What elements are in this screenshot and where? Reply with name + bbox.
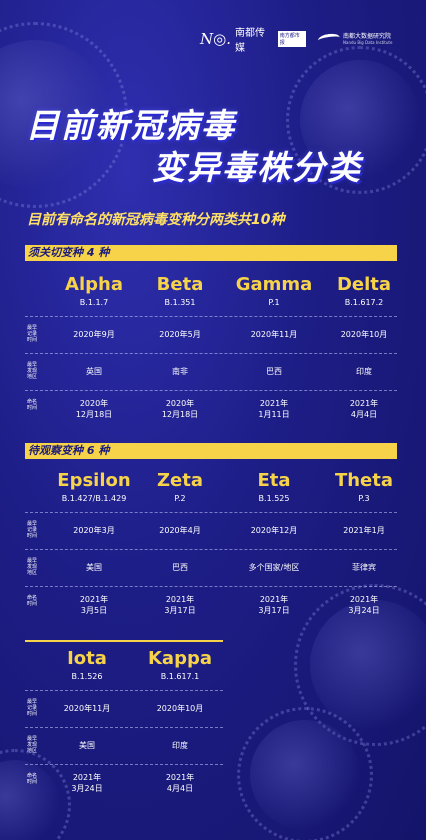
variant-name: Zeta — [156, 470, 203, 491]
variant-code: B.1.617.2 — [344, 298, 384, 307]
variant-named-year: 2021年 — [165, 595, 195, 604]
nandu-media-logo: N◎. 南都传媒 南方都市报 — [200, 28, 306, 54]
variant-named-date: 4月4日 — [350, 410, 378, 419]
variant-name: Alpha — [65, 274, 123, 295]
row-divider — [25, 690, 223, 691]
variant-first-found: 美国 — [86, 563, 102, 572]
wave-icon — [317, 32, 341, 46]
variant-named-year: 2021年 — [79, 595, 109, 604]
variant-code: B.1.617.1 — [160, 672, 200, 681]
variant-named-date: 12月18日 — [161, 410, 199, 419]
variant-code: P.3 — [358, 494, 370, 503]
variant-named-date: 3月24日 — [71, 784, 103, 793]
page-subtitle: 目前有命名的新冠病毒变种分两类共10种 — [27, 212, 285, 228]
variant-named-date: 3月17日 — [258, 606, 290, 615]
row-label-named: 命名时间 — [27, 399, 38, 411]
variant-named-year: 2021年 — [349, 399, 379, 408]
row-divider — [25, 549, 397, 550]
virus-decoration-icon — [294, 584, 426, 746]
variant-first-found: 印度 — [172, 741, 188, 750]
virus-decoration-icon — [0, 749, 71, 840]
variant-code: B.1.526 — [71, 672, 103, 681]
section-concern-header: 须关切变种 4 种 — [25, 245, 397, 261]
row-divider — [25, 764, 223, 765]
variant-named-year: 2020年 — [79, 399, 109, 408]
row-divider — [25, 353, 397, 354]
variant-name: Iota — [67, 648, 107, 669]
virus-decoration-icon — [236, 706, 374, 840]
institute-sub: Nandu Big Data Institute — [343, 40, 393, 46]
big-data-institute-logo: 南都大数据研究院 Nandu Big Data Institute — [317, 31, 404, 47]
variant-first-record: 2020年11月 — [63, 704, 111, 713]
row-label-record: 最早记录时间 — [27, 699, 38, 717]
institute-name: 南都大数据研究院 — [343, 32, 392, 40]
row-label-place: 最早发现地区 — [27, 558, 38, 576]
row-label-record: 最早记录时间 — [27, 521, 38, 539]
variant-named-year: 2021年 — [259, 595, 289, 604]
row-label-place: 最早发现地区 — [27, 736, 38, 754]
variant-name: Gamma — [235, 274, 313, 295]
variant-named-date: 12月18日 — [75, 410, 113, 419]
logo-mark: N◎. — [200, 30, 231, 48]
variant-first-record: 2020年10月 — [156, 704, 204, 713]
variant-first-found: 南非 — [172, 367, 188, 376]
variant-first-found: 巴西 — [266, 367, 282, 376]
variant-first-found: 菲律宾 — [352, 563, 376, 572]
variant-name: Kappa — [147, 648, 212, 669]
variant-name: Beta — [156, 274, 204, 295]
variant-code: P.2 — [174, 494, 186, 503]
variant-first-record: 2020年11月 — [250, 330, 298, 339]
variant-first-record: 2020年4月 — [159, 526, 201, 535]
variant-first-found: 英国 — [86, 367, 102, 376]
variant-first-record: 2020年10月 — [340, 330, 388, 339]
row-divider — [25, 586, 397, 587]
section-interest-header: 待观察变种 6 种 — [25, 443, 397, 459]
variant-first-record: 2020年5月 — [159, 330, 201, 339]
variant-named-year: 2020年 — [165, 399, 195, 408]
variant-named-date: 1月11日 — [258, 410, 290, 419]
variant-named-date: 3月5日 — [80, 606, 108, 615]
variant-name: Delta — [336, 274, 392, 295]
row-divider — [25, 512, 397, 513]
variant-code: B.1.351 — [164, 298, 196, 307]
row-label-named: 命名时间 — [27, 773, 38, 785]
row-label-record: 最早记录时间 — [27, 325, 38, 343]
variant-first-record: 2020年3月 — [73, 526, 115, 535]
row-divider — [25, 316, 397, 317]
row-label-named: 命名时间 — [27, 595, 38, 607]
variant-named-year: 2021年 — [259, 399, 289, 408]
variant-first-record: 2020年9月 — [73, 330, 115, 339]
variant-name: Epsilon — [57, 470, 131, 491]
variant-named-year: 2021年 — [72, 773, 102, 782]
variant-first-record: 2021年1月 — [343, 526, 385, 535]
variant-named-date: 4月4日 — [166, 784, 194, 793]
variant-first-found: 印度 — [356, 367, 372, 376]
variant-named-year: 2021年 — [165, 773, 195, 782]
virus-decoration-icon — [285, 45, 426, 195]
variant-name: Theta — [334, 470, 394, 491]
variant-first-record: 2020年12月 — [250, 526, 298, 535]
variant-named-date: 3月24日 — [348, 606, 380, 615]
variant-first-found: 多个国家/地区 — [248, 563, 300, 572]
section-divider — [25, 640, 223, 642]
page-title-line2: 变异毒株分类 — [152, 148, 362, 187]
variant-first-found: 巴西 — [172, 563, 188, 572]
variant-code: B.1.427/B.1.429 — [61, 494, 127, 503]
logo-text: 南都传媒 — [234, 28, 265, 54]
variant-first-found: 美国 — [79, 741, 95, 750]
row-divider — [25, 727, 223, 728]
row-divider — [25, 390, 397, 391]
variant-named-date: 3月17日 — [164, 606, 196, 615]
variant-code: B.1.1.7 — [79, 298, 109, 307]
logo-box: 南方都市报 — [277, 31, 306, 47]
variant-named-year: 2021年 — [349, 595, 379, 604]
page-title-line1: 目前新冠病毒 — [26, 106, 236, 145]
variant-code: P.1 — [268, 298, 280, 307]
variant-name: Eta — [257, 470, 291, 491]
row-label-place: 最早发现地区 — [27, 362, 38, 380]
variant-code: B.1.525 — [258, 494, 290, 503]
